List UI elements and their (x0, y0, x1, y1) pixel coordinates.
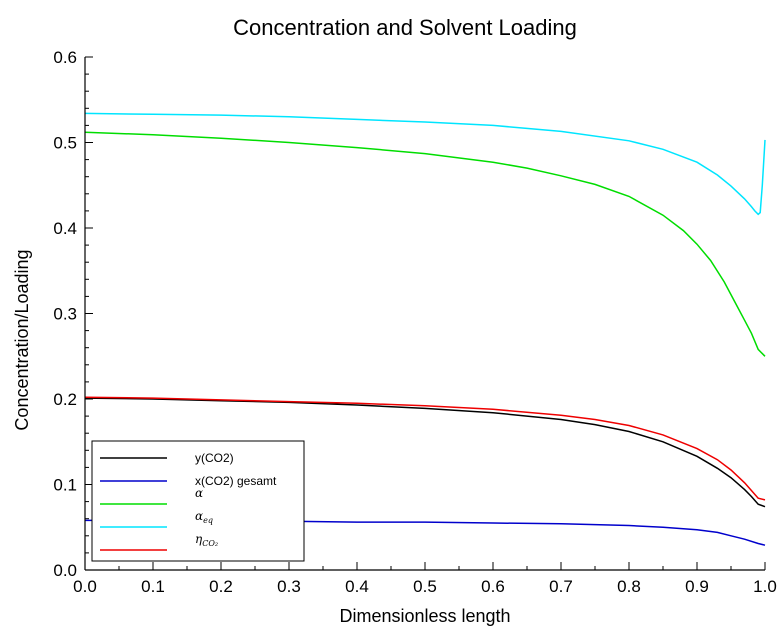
series-line-0 (84, 397, 766, 508)
y-tick-label: 0.4 (53, 219, 77, 238)
x-tick-label: 0.0 (73, 577, 97, 596)
chart-title: Concentration and Solvent Loading (233, 15, 577, 40)
x-tick-label: 0.7 (549, 577, 573, 596)
legend-label-2: α (195, 486, 203, 500)
series-line-3 (84, 112, 766, 216)
x-axis-label: Dimensionless length (339, 606, 510, 626)
y-tick-label: 0.3 (53, 305, 77, 324)
y-axis-label: Concentration/Loading (12, 249, 32, 430)
legend-label-0: y(CO2) (195, 451, 234, 465)
legend-label-1: x(CO2) gesamt (195, 474, 277, 488)
series-line-2 (84, 131, 766, 357)
y-tick-label: 0.6 (53, 48, 77, 67)
y-tick-label: 0.2 (53, 390, 77, 409)
legend-subscript-3: eq (203, 516, 213, 525)
x-tick-label: 0.6 (481, 577, 505, 596)
x-tick-label: 1.0 (753, 577, 777, 596)
y-tick-label: 0.0 (53, 561, 77, 580)
x-tick-label: 0.4 (345, 577, 369, 596)
legend-box (91, 440, 305, 562)
series-line-4 (84, 396, 766, 501)
x-tick-label: 0.3 (277, 577, 301, 596)
x-tick-label: 0.9 (685, 577, 709, 596)
x-tick-label: 0.5 (413, 577, 437, 596)
legend-subscript-4: CO₂ (202, 539, 218, 548)
y-tick-label: 0.1 (53, 476, 77, 495)
x-tick-label: 0.2 (209, 577, 233, 596)
x-tick-label: 0.1 (141, 577, 165, 596)
axes: 0.0 0.1 0.2 0.3 0.4 0.5 0.6 0.7 0.8 0.9 1.0 0.0 0.1 0… (53, 48, 776, 596)
y-tick-label: 0.5 (53, 134, 77, 153)
x-tick-label: 0.8 (617, 577, 641, 596)
